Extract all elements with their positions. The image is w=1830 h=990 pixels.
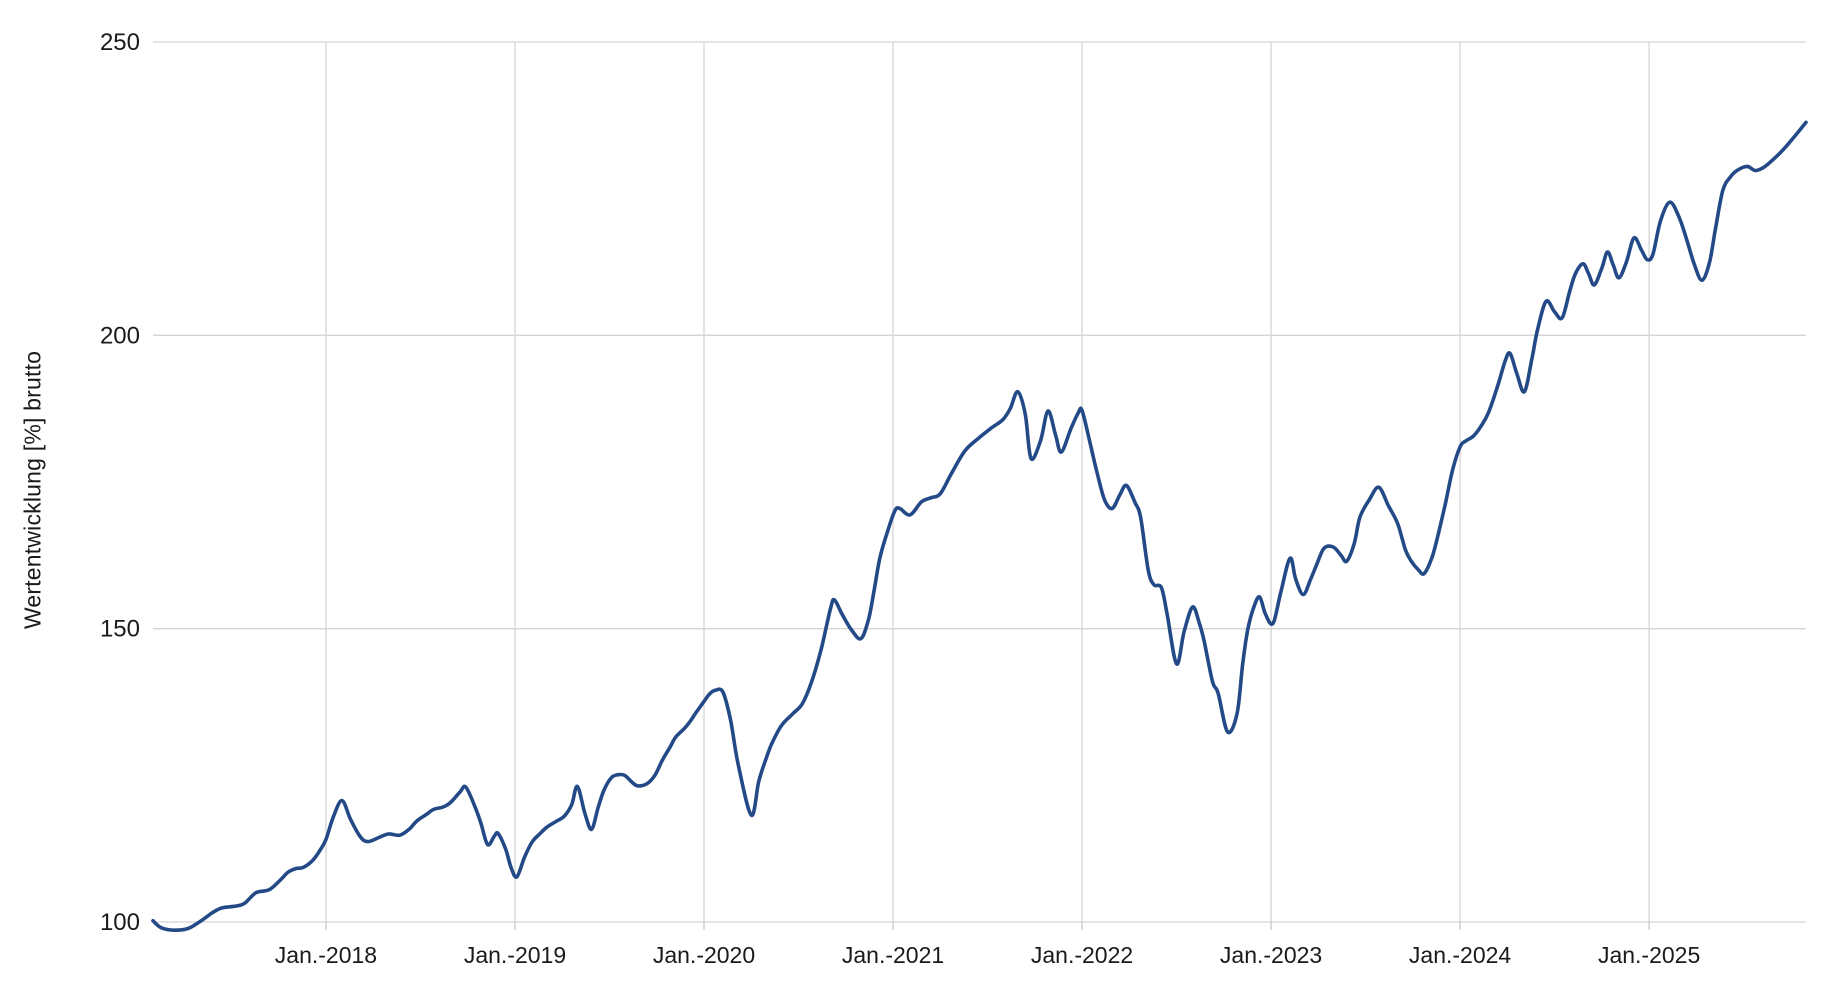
x-tick-label: Jan.-2022 (1031, 942, 1133, 968)
series-line (151, 120, 1808, 933)
y-tick-label: 250 (100, 29, 140, 56)
x-tick-label: Jan.-2023 (1220, 942, 1322, 968)
y-axis-title: Wertentwicklung [%] brutto (19, 350, 46, 630)
y-tick-label: 200 (100, 322, 140, 349)
x-tick-label: Jan.-2021 (842, 942, 944, 968)
x-tick-label: Jan.-2025 (1598, 942, 1700, 968)
x-tick-label: Jan.-2020 (653, 942, 755, 968)
y-tick-label: 150 (100, 616, 140, 643)
x-tick-label: Jan.-2019 (464, 942, 566, 968)
x-tick-label: Jan.-2024 (1409, 942, 1512, 968)
y-tick-label: 100 (100, 909, 140, 936)
x-tick-label: Jan.-2018 (275, 942, 377, 968)
